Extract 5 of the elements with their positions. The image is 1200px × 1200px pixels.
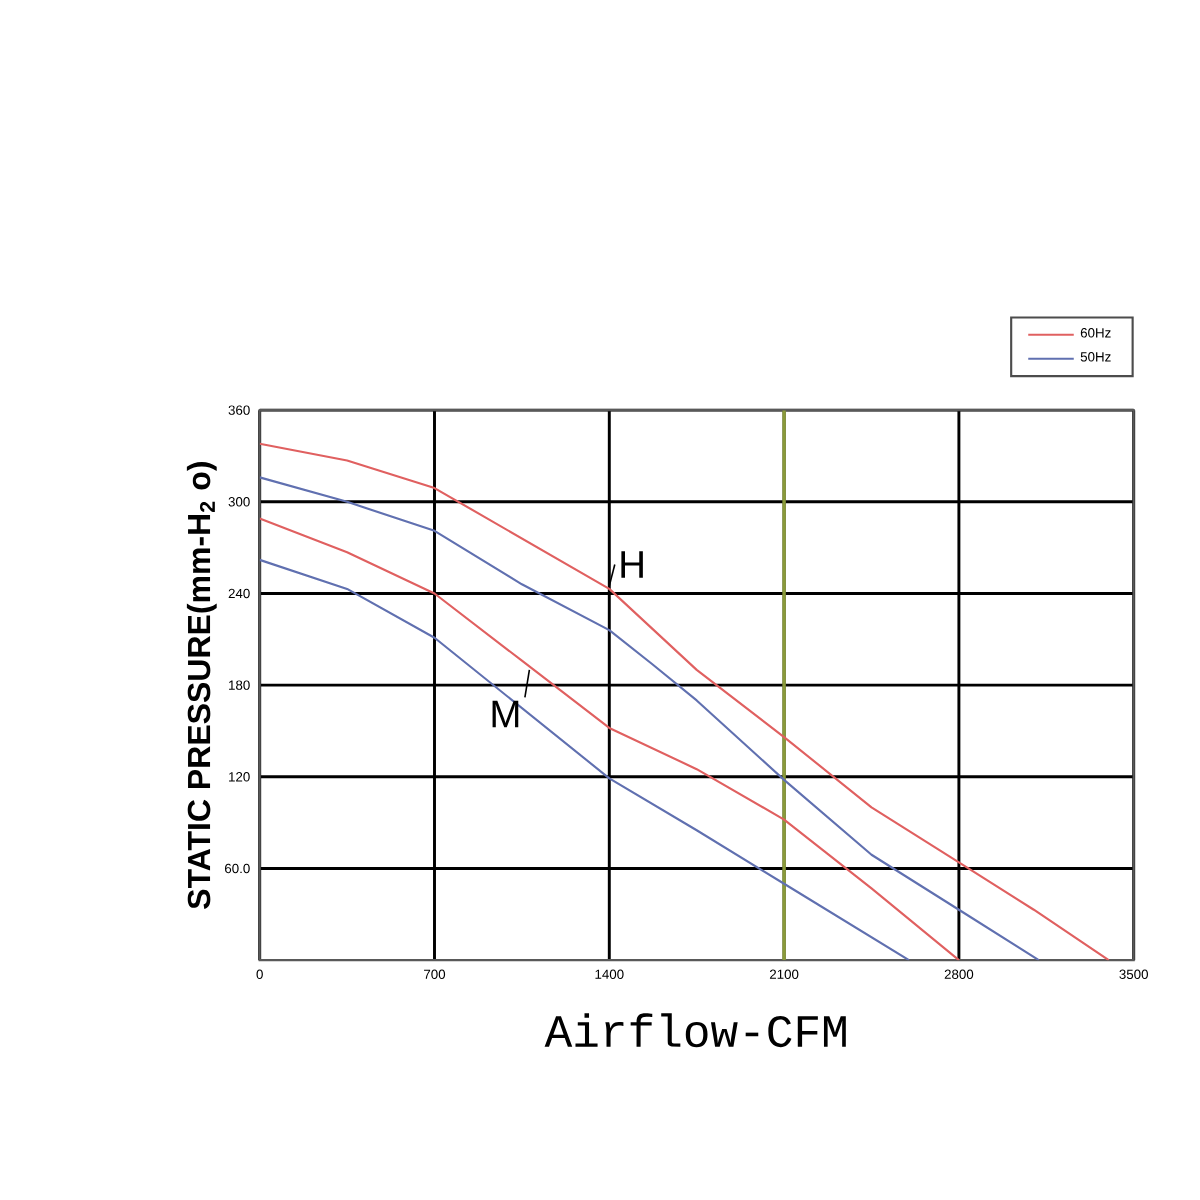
x-axis-title: Airflow-CFM — [544, 1013, 846, 1048]
annotation: H — [621, 551, 643, 578]
annotation: M — [492, 700, 519, 728]
line-series — [259, 517, 960, 961]
y-axis-title: STATIC PRESSURE(mm-H$_{2}$ o) — [186, 462, 217, 909]
